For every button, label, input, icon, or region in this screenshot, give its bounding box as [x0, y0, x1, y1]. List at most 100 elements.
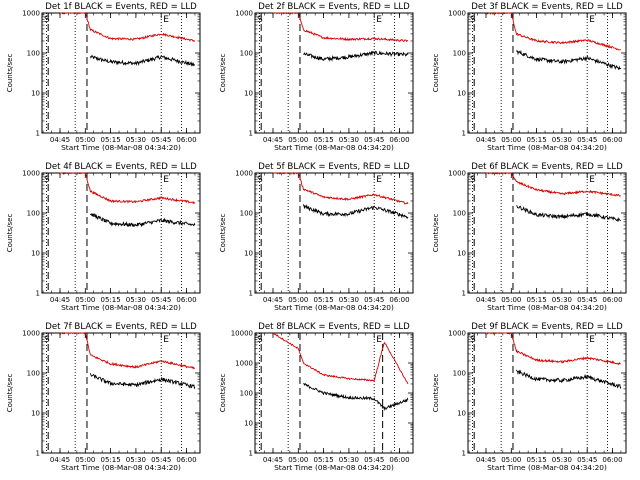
events-series-line	[516, 205, 622, 222]
y-axis-label: Counts/sec	[432, 374, 440, 413]
x-tick-label: 06:00	[389, 296, 409, 304]
x-tick-label: 05:30	[552, 456, 572, 464]
y-tick-label: 100	[453, 370, 466, 378]
x-axis-label: Start Time (08-Mar-08 04:34:20)	[487, 463, 607, 472]
x-axis-label: Start Time (08-Mar-08 04:34:20)	[274, 463, 394, 472]
lld-series-line	[273, 172, 409, 205]
y-axis-label: Counts/sec	[219, 54, 227, 93]
end-marker-label: E	[163, 175, 169, 185]
plot-frame	[41, 12, 201, 134]
panel-title: Det 6f BLACK = Events, RED = LLD	[471, 162, 623, 172]
lld-series-line	[485, 12, 621, 51]
x-tick-label: 05:30	[339, 296, 359, 304]
panel-det-4f: Det 4f BLACK = Events, RED = LLD Counts/s…	[6, 162, 201, 312]
plot-frame	[254, 12, 414, 134]
x-tick-label: 05:30	[126, 136, 146, 144]
y-axis-label: Counts/sec	[219, 214, 227, 253]
x-tick-label: 05:15	[527, 296, 547, 304]
end-marker-label: E	[589, 175, 595, 185]
y-tick-label: 100	[27, 50, 40, 58]
y-tick-label: 10	[31, 250, 40, 258]
x-tick-label: 05:00	[501, 456, 521, 464]
x-tick-label: 05:45	[577, 296, 597, 304]
y-tick-label: 1000	[235, 360, 253, 368]
y-tick-label: 1000	[22, 330, 40, 338]
events-series-line	[515, 369, 622, 390]
x-tick-label: 05:00	[501, 136, 521, 144]
x-tick-label: 05:45	[364, 136, 384, 144]
panel-title: Det 9f BLACK = Events, RED = LLD	[471, 322, 623, 332]
panel-title: Det 2f BLACK = Events, RED = LLD	[258, 2, 410, 12]
panel-title: Det 8f BLACK = Events, RED = LLD	[258, 322, 410, 332]
x-tick-label: 04:45	[263, 456, 283, 464]
panel-det-6f: Det 6f BLACK = Events, RED = LLD Counts/s…	[432, 162, 627, 312]
lld-series-line	[272, 332, 409, 385]
y-tick-label: 1	[462, 290, 466, 298]
x-tick-label: 04:45	[263, 136, 283, 144]
x-axis-label: Start Time (08-Mar-08 04:34:20)	[274, 143, 394, 152]
plot-frame	[254, 172, 414, 294]
events-series-line	[89, 373, 196, 390]
events-series-line	[516, 49, 622, 71]
end-marker-label: E	[163, 15, 169, 25]
x-tick-label: 05:30	[126, 296, 146, 304]
x-tick-label: 05:15	[314, 136, 334, 144]
start-marker-label: S	[257, 15, 263, 25]
y-axis-label: Counts/sec	[6, 374, 14, 413]
x-tick-label: 05:15	[314, 456, 334, 464]
x-tick-label: 05:30	[552, 296, 572, 304]
y-tick-label: 1	[36, 290, 40, 298]
plot-frame	[467, 12, 627, 134]
events-series-line	[90, 213, 196, 228]
y-tick-label: 10	[457, 410, 466, 418]
events-series-line	[302, 204, 409, 219]
x-tick-label: 06:00	[176, 296, 196, 304]
y-axis-label: Counts/sec	[219, 374, 227, 413]
start-marker-label: S	[470, 15, 476, 25]
panel-det-7f: Det 7f BLACK = Events, RED = LLD Counts/s…	[6, 322, 201, 472]
y-tick-label: 10	[244, 250, 253, 258]
x-tick-label: 05:45	[364, 296, 384, 304]
y-tick-label: 100	[27, 370, 40, 378]
y-tick-label: 1000	[22, 10, 40, 18]
x-tick-label: 06:00	[389, 136, 409, 144]
x-axis-label: Start Time (08-Mar-08 04:34:20)	[274, 303, 394, 312]
x-tick-label: 06:00	[602, 296, 622, 304]
x-tick-label: 05:15	[527, 136, 547, 144]
y-tick-label: 10	[457, 90, 466, 98]
y-tick-label: 1	[249, 450, 253, 458]
x-axis-label: Start Time (08-Mar-08 04:34:20)	[61, 303, 181, 312]
end-marker-label: E	[376, 335, 382, 345]
x-tick-label: 04:45	[476, 456, 496, 464]
panel-title: Det 4f BLACK = Events, RED = LLD	[45, 162, 197, 172]
x-axis-label: Start Time (08-Mar-08 04:34:20)	[61, 143, 181, 152]
y-tick-label: 100	[453, 50, 466, 58]
y-tick-label: 1	[249, 290, 253, 298]
x-tick-label: 05:15	[527, 456, 547, 464]
end-marker-label: E	[589, 15, 595, 25]
plot-frame	[41, 332, 201, 454]
y-tick-label: 100	[240, 210, 253, 218]
y-tick-label: 100	[240, 50, 253, 58]
x-axis-label: Start Time (08-Mar-08 04:34:20)	[487, 143, 607, 152]
x-tick-label: 05:15	[101, 456, 121, 464]
x-tick-label: 05:00	[288, 296, 308, 304]
plot-frame	[467, 172, 627, 294]
panel-det-8f: Det 8f BLACK = Events, RED = LLD Counts/s…	[219, 322, 414, 472]
end-marker-label: E	[163, 335, 169, 345]
y-axis-label: Counts/sec	[432, 54, 440, 93]
y-tick-label: 10	[457, 250, 466, 258]
start-marker-label: S	[470, 335, 476, 345]
y-tick-label: 100	[27, 210, 40, 218]
x-tick-label: 04:45	[263, 296, 283, 304]
end-marker-label: E	[376, 175, 382, 185]
y-tick-label: 1	[462, 130, 466, 138]
y-tick-label: 100	[240, 390, 253, 398]
y-tick-label: 10	[31, 410, 40, 418]
start-marker-label: S	[257, 175, 263, 185]
x-tick-label: 05:45	[577, 136, 597, 144]
y-tick-label: 1	[249, 130, 253, 138]
y-tick-label: 1	[36, 130, 40, 138]
panel-title: Det 1f BLACK = Events, RED = LLD	[45, 2, 197, 12]
y-tick-label: 100	[453, 210, 466, 218]
